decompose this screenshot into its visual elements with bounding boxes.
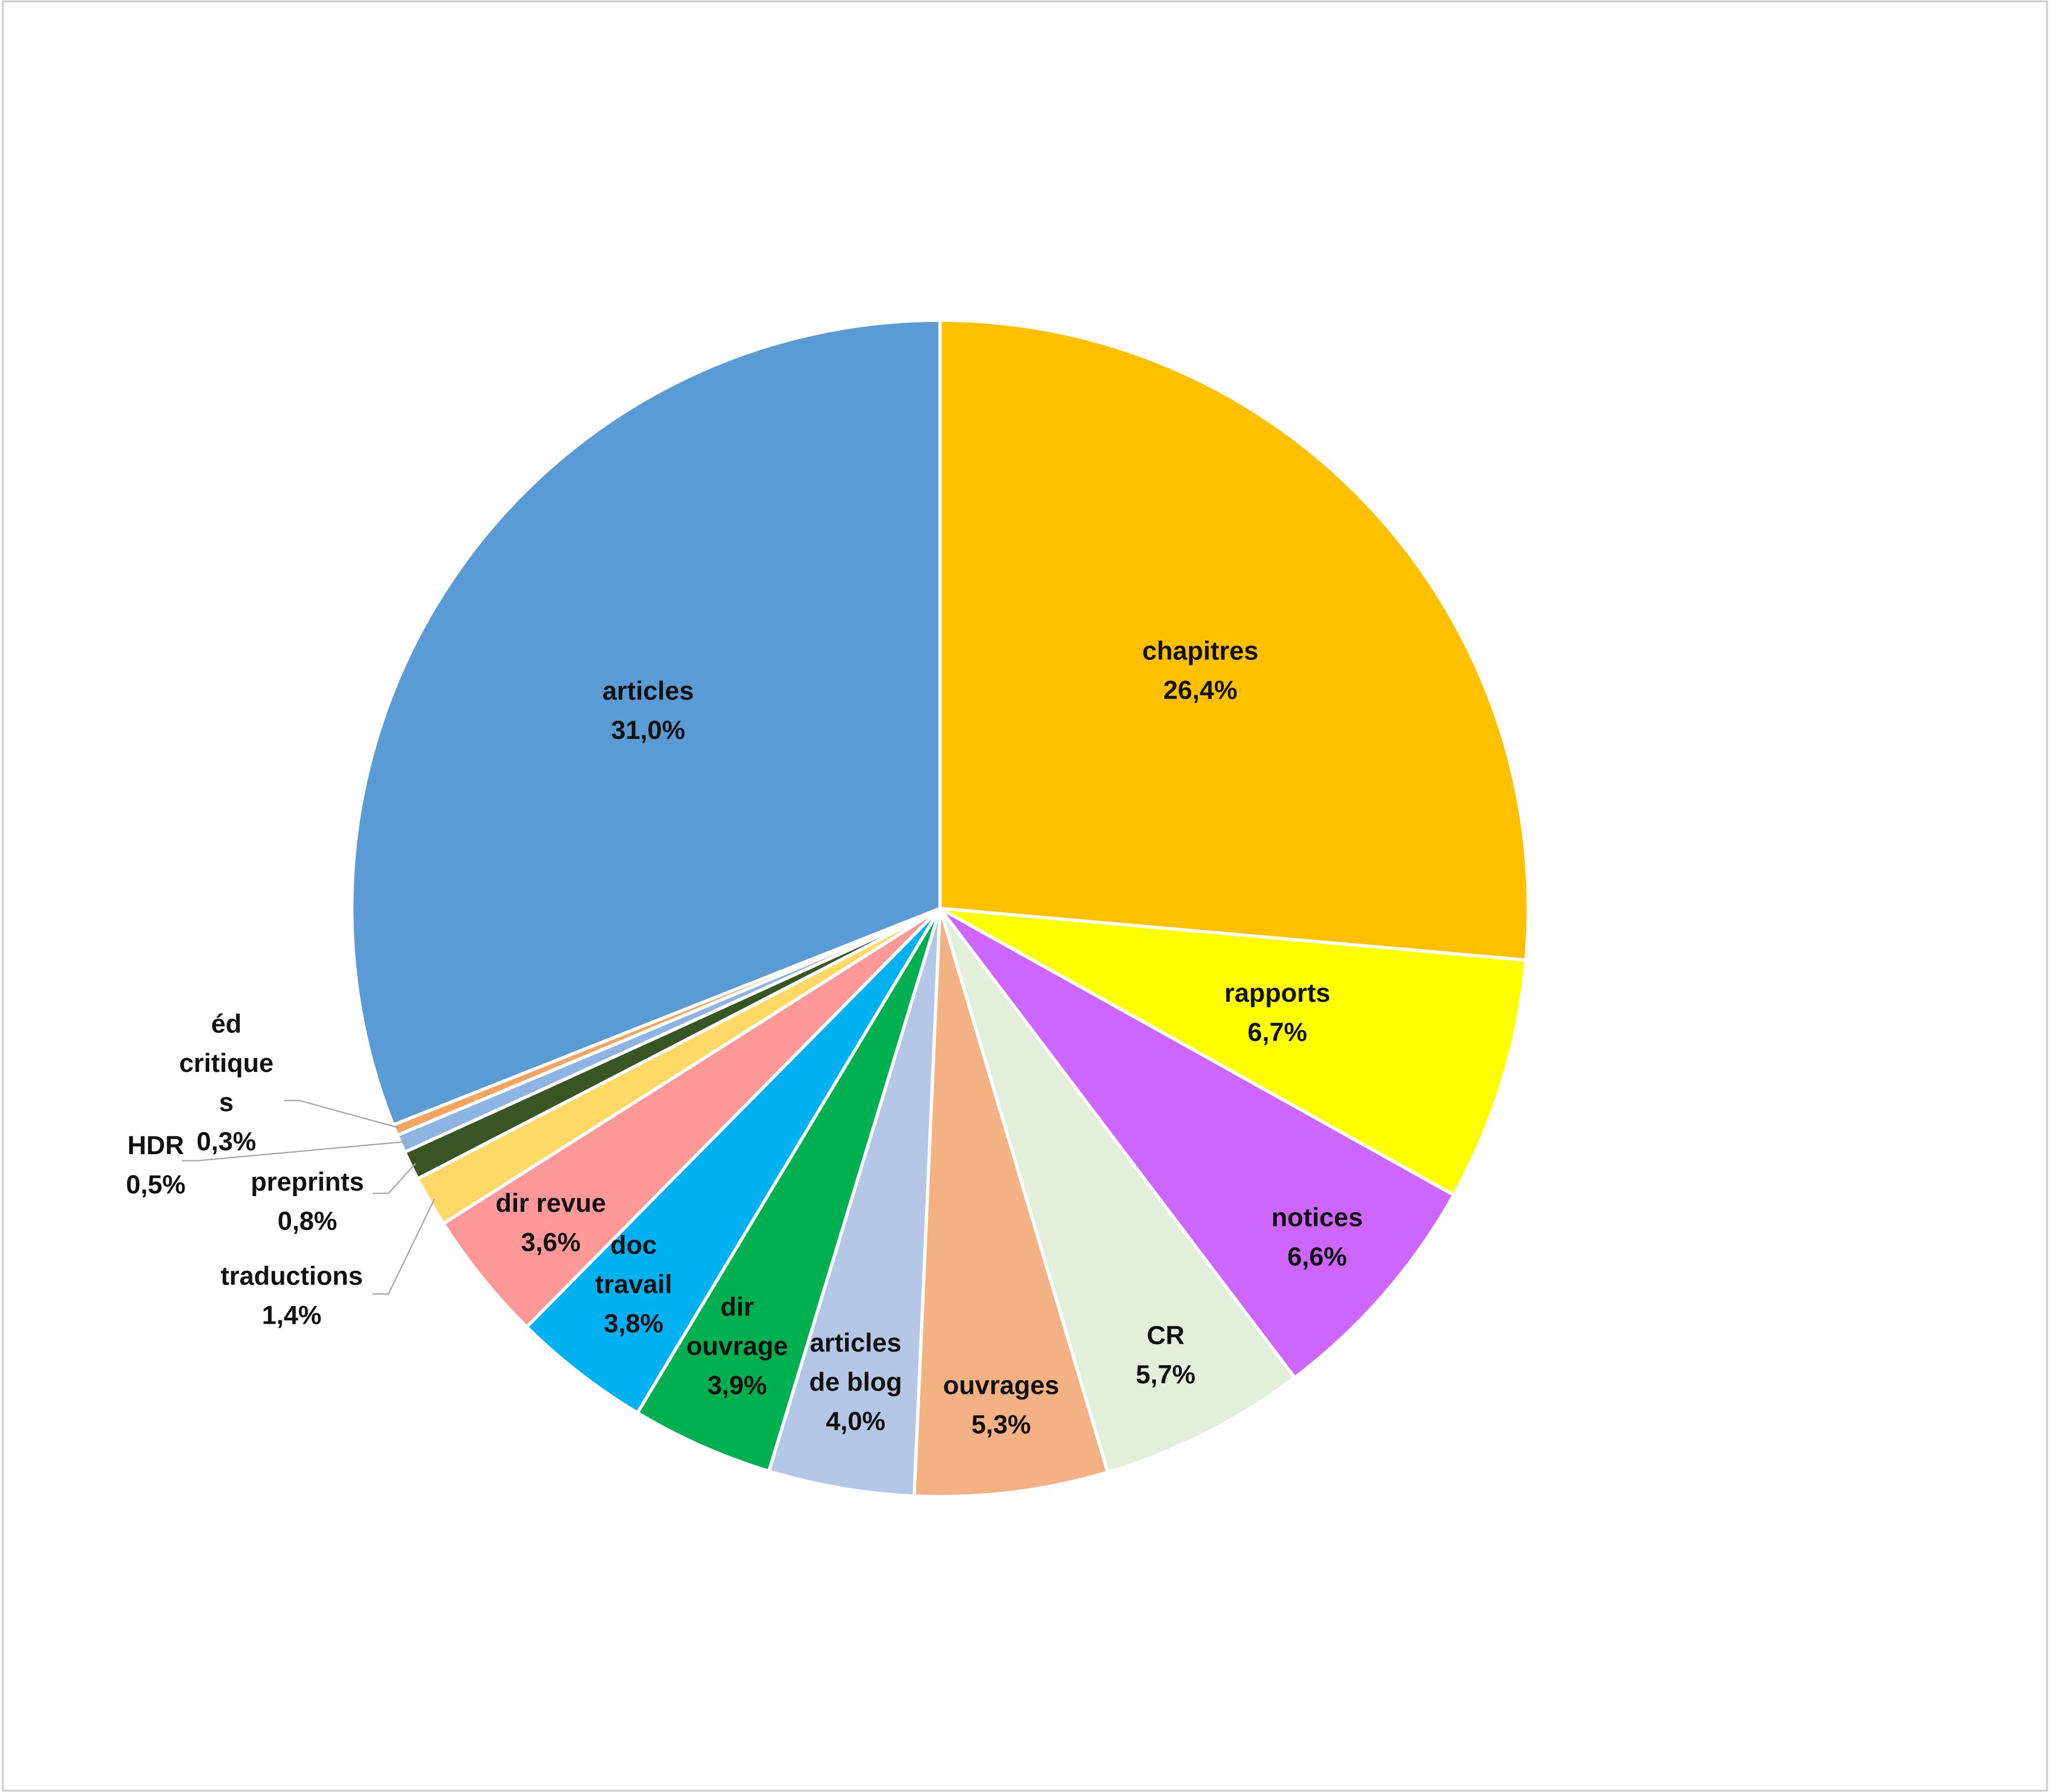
category-label: CR — [1146, 1321, 1184, 1350]
value-label: 3,8% — [604, 1309, 663, 1338]
value-label: 26,4% — [1163, 675, 1237, 705]
category-label: dir revue — [495, 1188, 606, 1218]
value-label: 0,5% — [126, 1170, 186, 1199]
value-label: 5,7% — [1136, 1360, 1196, 1389]
category-label: preprints — [251, 1167, 364, 1197]
value-label: 3,9% — [707, 1371, 767, 1400]
pie-slice — [912, 908, 1110, 1499]
leader-line — [372, 1198, 435, 1295]
leader-line — [372, 1162, 416, 1194]
pie-slice — [350, 318, 942, 1127]
category-label: rapports — [1224, 979, 1330, 1008]
category-label: HDR — [128, 1131, 184, 1160]
labels: chapitres 26,4% rapports 6,7% notices 6,6% CR 5… — [126, 636, 1363, 1439]
value-label: 6,7% — [1248, 1018, 1307, 1047]
value-label: 31,0% — [611, 716, 685, 745]
category-label: traductions — [220, 1262, 363, 1291]
pie-slice — [441, 907, 942, 1330]
pie-slice — [938, 318, 1530, 962]
value-label: 3,6% — [521, 1228, 580, 1257]
pie-slice — [938, 907, 1456, 1380]
category-label: articles de blog — [809, 1328, 902, 1397]
value-label: 1,4% — [262, 1301, 321, 1330]
category-label: doc travail — [595, 1230, 672, 1299]
value-label: 6,6% — [1287, 1242, 1347, 1271]
value-label: 0,8% — [278, 1207, 337, 1236]
pie — [350, 318, 1530, 1499]
category-label: dir ouvrage — [686, 1292, 788, 1361]
category-label: articles — [603, 676, 694, 706]
leader-line — [283, 1099, 400, 1129]
pie-slice — [938, 907, 1297, 1474]
pie-slice — [767, 908, 942, 1498]
value-label: 0,3% — [197, 1127, 256, 1156]
leader-line — [182, 1141, 406, 1161]
pie-slice — [939, 907, 1528, 1197]
category-label: notices — [1271, 1203, 1363, 1232]
value-label: 5,3% — [971, 1410, 1031, 1440]
category-label: éd critique s — [179, 1009, 273, 1117]
value-label: 4,0% — [826, 1407, 885, 1436]
pie-slice — [524, 907, 942, 1415]
pie-slice — [635, 907, 942, 1473]
category-label: ouvrages — [943, 1371, 1059, 1400]
category-label: chapitres — [1142, 636, 1258, 665]
